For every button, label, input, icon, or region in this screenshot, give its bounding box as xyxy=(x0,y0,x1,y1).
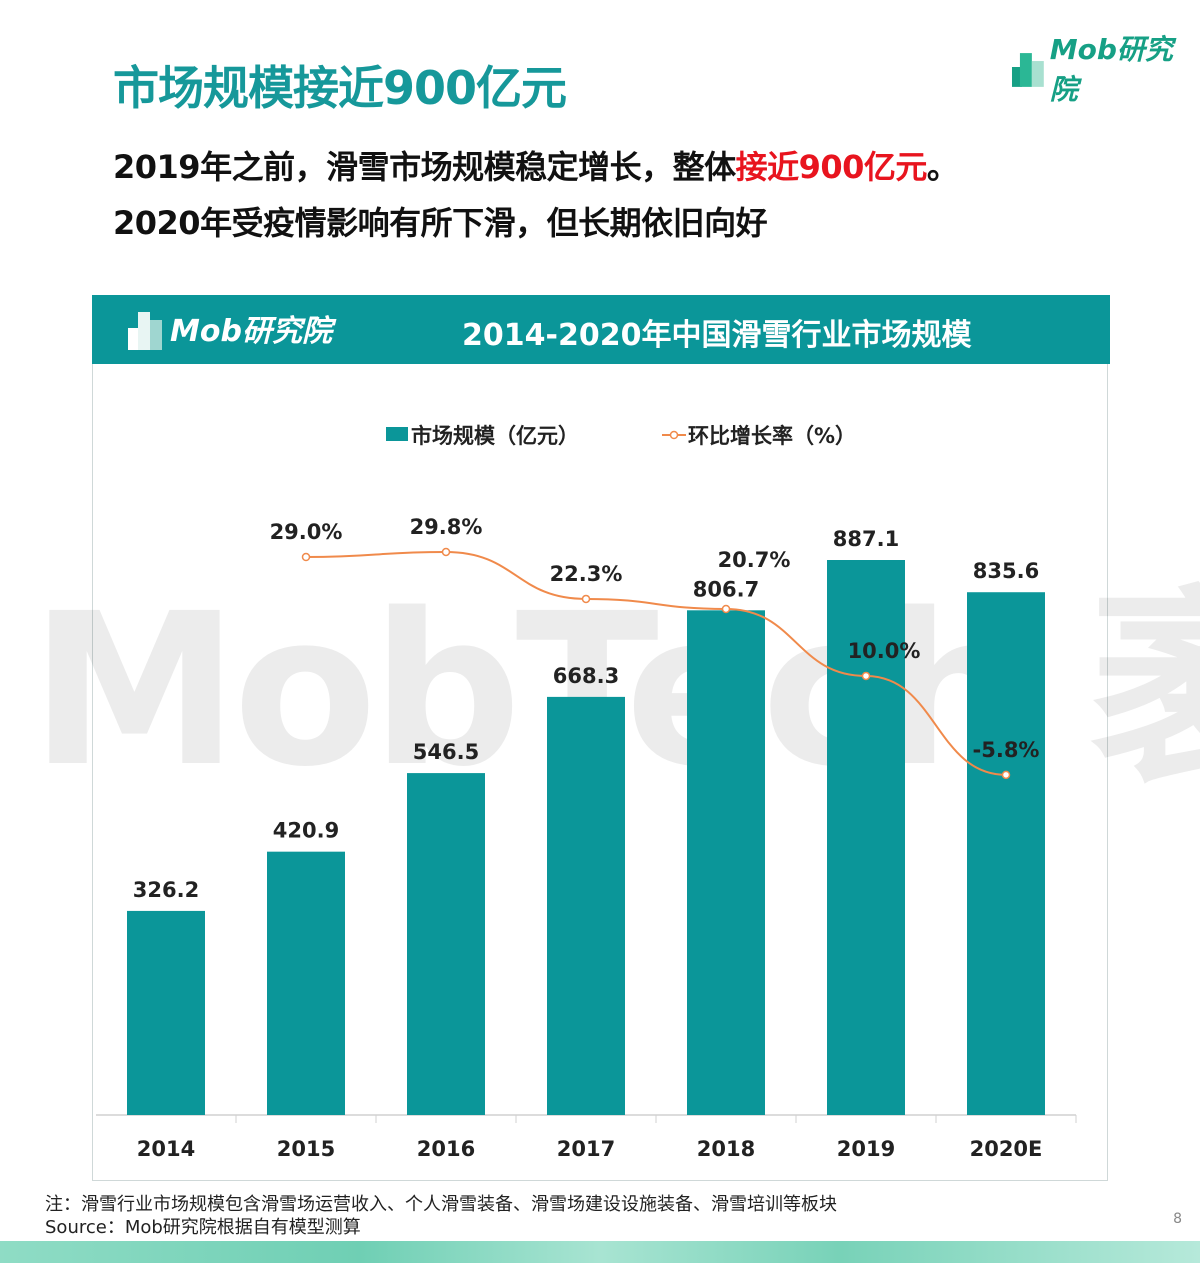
growth-label: 20.7% xyxy=(718,548,791,572)
footnote: 注：滑雪行业市场规模包含滑雪场运营收入、个人滑雪装备、滑雪场建设设施装备、滑雪培… xyxy=(45,1194,837,1215)
growth-point xyxy=(721,604,731,614)
subtitle-highlight: 接近900亿元 xyxy=(735,148,928,186)
bar-value-label: 546.5 xyxy=(413,740,479,764)
growth-point xyxy=(301,552,311,562)
x-tick-label: 2017 xyxy=(557,1137,615,1161)
legend-bar-label: 市场规模（亿元） xyxy=(411,424,579,448)
bar-value-label: 887.1 xyxy=(833,527,899,551)
bar-value-label: 326.2 xyxy=(133,878,199,902)
x-tick-label: 2015 xyxy=(277,1137,335,1161)
bar xyxy=(967,592,1045,1115)
growth-label: 29.8% xyxy=(410,515,483,539)
growth-point xyxy=(861,671,871,681)
growth-label: 22.3% xyxy=(550,562,623,586)
brand-logo: Mob研究院 xyxy=(1010,28,1200,108)
source: Source：Mob研究院根据自有模型测算 xyxy=(45,1217,361,1238)
growth-label: 29.0% xyxy=(270,520,343,544)
subtitle-text: 2019年之前，滑雪市场规模稳定增长，整体 xyxy=(113,148,736,186)
growth-label: 10.0% xyxy=(848,639,921,663)
legend-line-label: 环比增长率（%） xyxy=(688,424,856,448)
bar-value-label: 806.7 xyxy=(693,577,759,601)
growth-line xyxy=(305,550,1007,776)
logo-text: Mob研究院 xyxy=(1049,33,1173,106)
bar xyxy=(127,910,205,1115)
growth-point xyxy=(441,547,451,557)
panel-logo: Mob研究院 xyxy=(126,306,332,350)
legend-line-marker xyxy=(669,430,679,440)
growth-label: -5.8% xyxy=(973,738,1040,762)
x-tick-label: 2018 xyxy=(697,1137,755,1161)
growth-point xyxy=(1001,770,1011,780)
logo-text: Mob研究院 xyxy=(170,314,332,349)
legend-bar-swatch xyxy=(386,427,408,441)
x-tick-label: 2014 xyxy=(137,1137,195,1161)
subtitle-line-2: 2020年受疫情影响有所下滑，但长期依旧向好 xyxy=(113,204,768,242)
x-tick-label: 2016 xyxy=(417,1137,475,1161)
bar-value-label: 420.9 xyxy=(273,819,339,843)
page-number: 8 xyxy=(1173,1211,1182,1227)
bar-value-label: 835.6 xyxy=(973,559,1039,583)
bar xyxy=(827,560,905,1115)
chart-title: 2014-2020年中国滑雪行业市场规模 xyxy=(462,318,972,353)
bar xyxy=(267,851,345,1115)
subtitle-end: 。 xyxy=(926,148,959,186)
bar xyxy=(547,696,625,1115)
growth-point xyxy=(581,594,591,604)
bar xyxy=(687,610,765,1115)
bar xyxy=(407,773,485,1115)
building-icon xyxy=(128,312,162,350)
footer-band xyxy=(0,1241,1200,1263)
building-icon xyxy=(1011,53,1044,87)
bar-value-label: 668.3 xyxy=(553,664,619,688)
page-title: 市场规模接近900亿元 xyxy=(113,61,567,115)
chart-header xyxy=(92,295,1110,364)
subtitle-line-1: 2019年之前，滑雪市场规模稳定增长，整体接近900亿元。 xyxy=(113,142,959,188)
x-tick-label: 2020E xyxy=(970,1137,1043,1161)
x-tick-label: 2019 xyxy=(837,1137,895,1161)
